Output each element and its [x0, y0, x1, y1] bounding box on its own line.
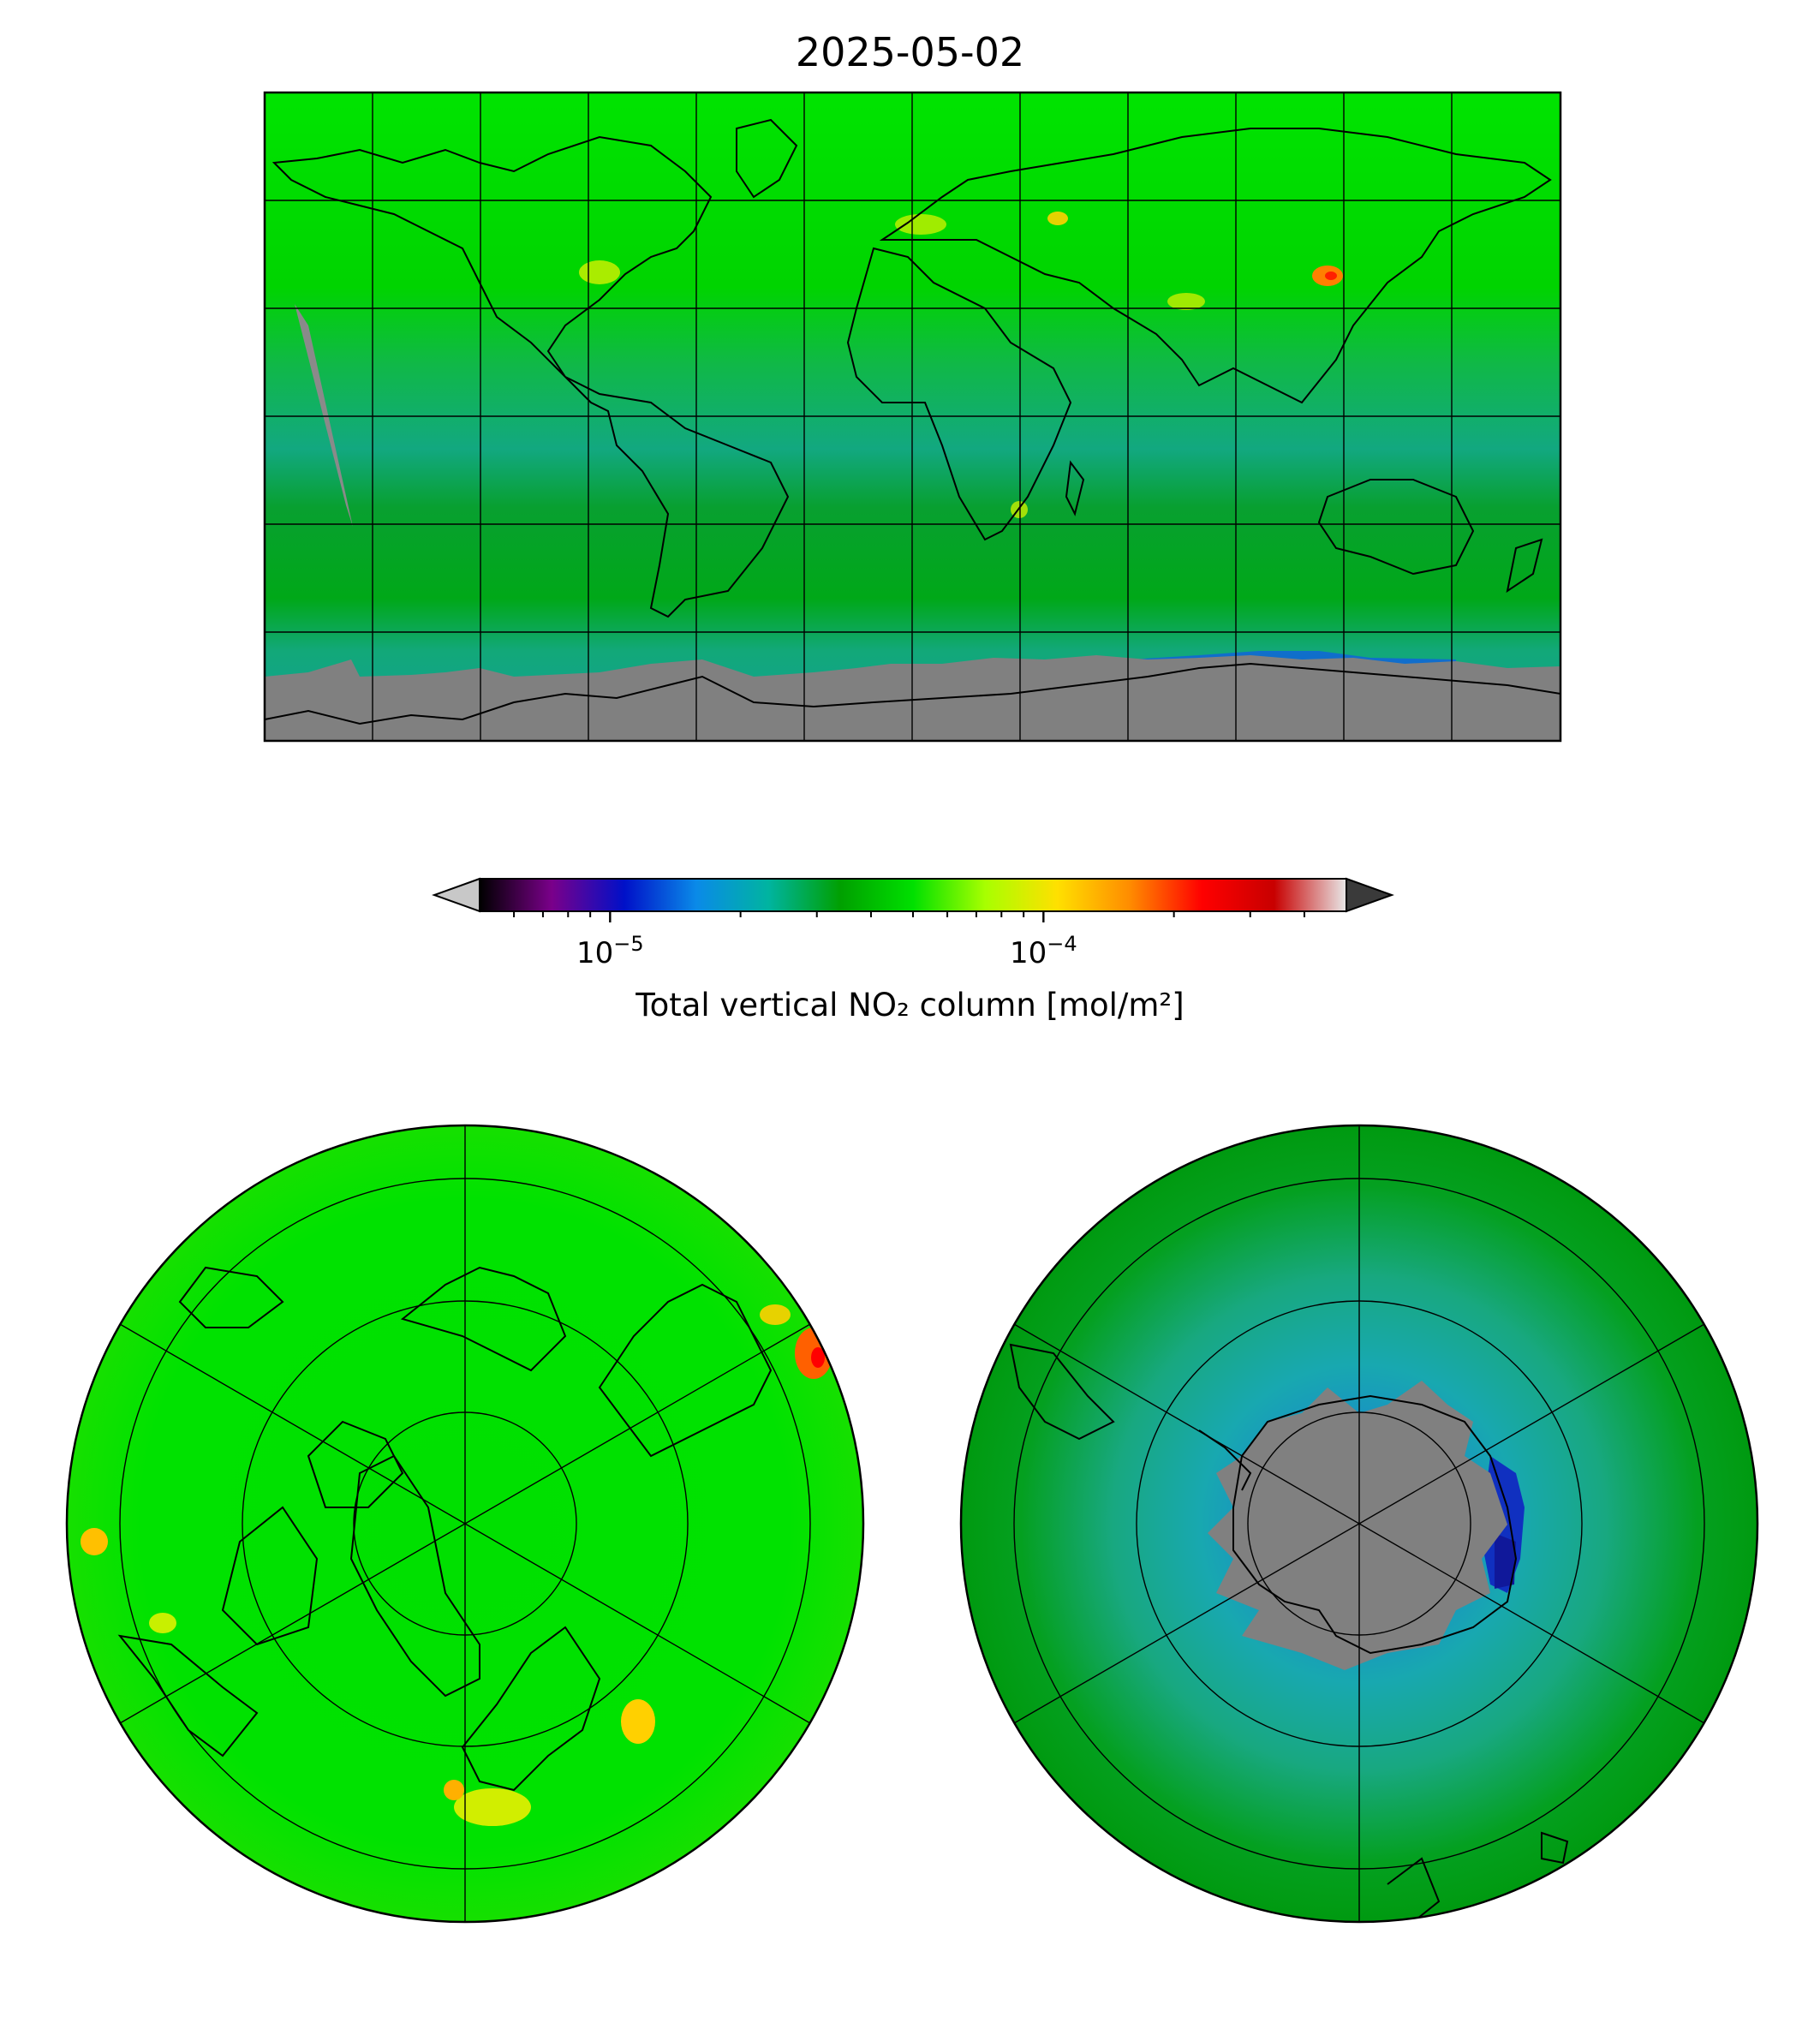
colorbar-label: Total vertical NO₂ column [mol/m²]	[636, 987, 1184, 1023]
global-map	[263, 91, 1562, 743]
colorbar: 10−5 10−4	[432, 877, 1394, 970]
north-hotspot-europe	[454, 1788, 531, 1826]
hotspot-china-core	[1325, 272, 1337, 280]
colorbar-body	[479, 878, 1347, 912]
north-hotspot-moscow	[621, 1699, 655, 1744]
global-coastlines	[265, 118, 1560, 725]
south-map-frame	[959, 1124, 1759, 1924]
north-coastlines	[117, 1266, 773, 1792]
hotspot-north-america	[579, 260, 620, 284]
colorbar-tick-label: 10−4	[1010, 932, 1077, 970]
hotspot-europe	[895, 214, 946, 235]
north-graticule	[119, 1125, 811, 1922]
north-map-frame	[65, 1124, 865, 1924]
north-hotspot-america	[81, 1528, 108, 1555]
global-map-frame	[263, 91, 1562, 743]
south-coastlines	[1009, 1343, 1569, 1922]
north-hotspot-america-2	[149, 1613, 176, 1633]
north-hotspot-east-asia-core	[811, 1347, 825, 1368]
north-hotspot-korea	[760, 1304, 791, 1325]
satellite-data-gap	[295, 304, 353, 527]
south-very-low-no2-region	[1495, 1533, 1516, 1589]
colorbar-tick-label: 10−5	[576, 932, 644, 970]
figure-title: 2025-05-02	[795, 29, 1025, 75]
north-polar-map	[65, 1124, 865, 1924]
south-graticule	[1013, 1125, 1705, 1922]
colorbar-under-extension	[432, 877, 480, 913]
hotspot-india	[1167, 293, 1205, 310]
colorbar-over-extension	[1346, 877, 1394, 913]
hotspot-moscow	[1047, 212, 1068, 225]
south-polar-map	[959, 1124, 1759, 1924]
north-hotspot-benelux	[444, 1780, 464, 1800]
colorbar-ticks: 10−5 10−4	[513, 911, 1305, 970]
no-data-antarctica-polar	[1208, 1381, 1507, 1670]
global-gridlines	[265, 92, 1560, 741]
